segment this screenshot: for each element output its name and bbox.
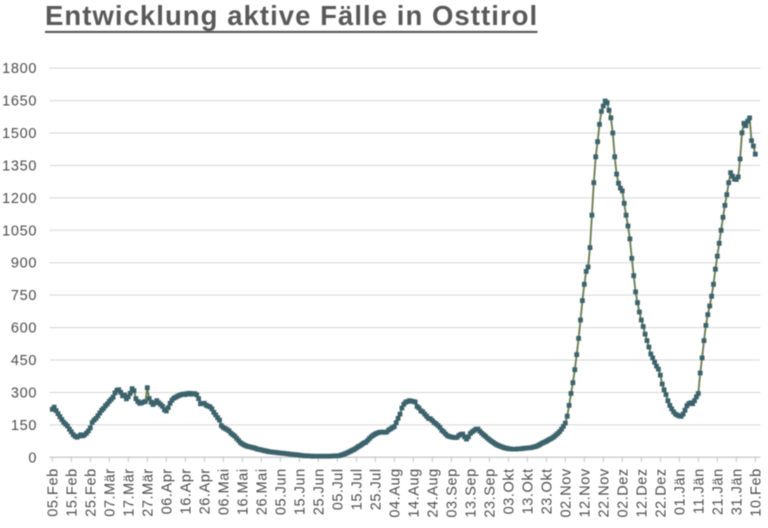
svg-text:25.Jun: 25.Jun	[311, 468, 327, 515]
svg-text:600: 600	[11, 321, 37, 337]
svg-text:05.Jul: 05.Jul	[330, 468, 346, 510]
svg-text:13.Okt: 13.Okt	[520, 468, 536, 514]
svg-text:24.Aug: 24.Aug	[425, 468, 441, 517]
svg-text:02.Dez: 02.Dez	[615, 468, 631, 517]
svg-text:01.Jän: 01.Jän	[672, 468, 688, 515]
svg-text:16.Apr: 16.Apr	[178, 468, 194, 514]
svg-text:750: 750	[11, 288, 37, 304]
svg-text:900: 900	[11, 256, 37, 272]
svg-text:Entwicklung aktive Fälle in Os: Entwicklung aktive Fälle in Osttirol	[45, 0, 538, 31]
svg-text:10.Feb: 10.Feb	[748, 468, 764, 516]
svg-text:26.Apr: 26.Apr	[197, 468, 213, 514]
svg-text:03.Okt: 03.Okt	[501, 468, 517, 514]
svg-text:11.Jän: 11.Jän	[691, 468, 707, 514]
svg-text:27.Mär: 27.Mär	[140, 468, 156, 516]
svg-text:13.Sep: 13.Sep	[463, 468, 479, 517]
svg-text:16.Mai: 16.Mai	[235, 468, 251, 515]
svg-text:26.Mai: 26.Mai	[254, 468, 270, 515]
svg-text:1800: 1800	[2, 61, 37, 77]
svg-text:31.Jän: 31.Jän	[729, 468, 745, 515]
svg-text:17.Mär: 17.Mär	[121, 468, 137, 516]
svg-text:22.Nov: 22.Nov	[596, 468, 612, 517]
svg-text:03.Sep: 03.Sep	[444, 468, 460, 517]
svg-text:02.Nov: 02.Nov	[558, 468, 574, 517]
svg-text:15.Jul: 15.Jul	[349, 468, 365, 510]
svg-text:450: 450	[11, 353, 37, 369]
svg-text:07.Mär: 07.Mär	[102, 468, 118, 516]
svg-text:0: 0	[28, 450, 37, 466]
svg-text:06.Mai: 06.Mai	[216, 468, 232, 515]
svg-text:1350: 1350	[2, 158, 37, 174]
svg-text:12.Dez: 12.Dez	[634, 468, 650, 517]
svg-text:05.Jun: 05.Jun	[273, 468, 289, 515]
svg-text:15.Feb: 15.Feb	[64, 468, 80, 516]
svg-text:1650: 1650	[2, 94, 37, 110]
svg-text:1200: 1200	[2, 191, 37, 207]
svg-text:21.Jän: 21.Jän	[710, 468, 726, 515]
svg-text:12.Nov: 12.Nov	[577, 468, 593, 517]
svg-text:15.Jun: 15.Jun	[292, 468, 308, 515]
svg-text:04.Aug: 04.Aug	[387, 468, 403, 517]
svg-text:14.Aug: 14.Aug	[406, 468, 422, 517]
svg-text:25.Jul: 25.Jul	[368, 468, 384, 510]
svg-text:300: 300	[11, 385, 37, 401]
svg-text:1050: 1050	[2, 223, 37, 239]
svg-text:23.Sep: 23.Sep	[482, 468, 498, 517]
svg-text:23.Okt: 23.Okt	[539, 468, 555, 514]
svg-text:22.Dez: 22.Dez	[653, 468, 669, 517]
svg-text:06.Apr: 06.Apr	[159, 468, 175, 514]
svg-text:150: 150	[11, 418, 37, 434]
svg-text:1500: 1500	[2, 126, 37, 142]
svg-text:25.Feb: 25.Feb	[83, 468, 99, 516]
svg-text:05.Feb: 05.Feb	[45, 468, 61, 516]
